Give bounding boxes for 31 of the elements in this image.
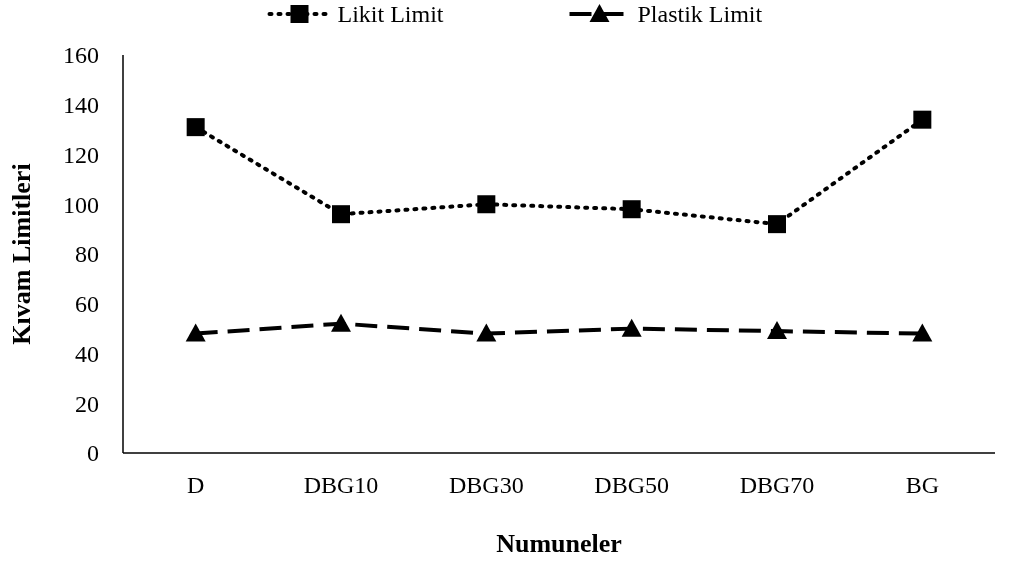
- point: [332, 205, 350, 224]
- y-tick-label: 20: [75, 390, 99, 417]
- x-tick-label: DBG70: [739, 472, 815, 498]
- y-tick-label: 100: [63, 191, 99, 218]
- x-tick-label: DBG30: [449, 472, 524, 498]
- x-tick-label: DBG50: [594, 472, 669, 498]
- point: [912, 323, 933, 342]
- point: [621, 318, 642, 337]
- point: [622, 200, 641, 219]
- point: [331, 313, 351, 332]
- legend-label: Plastik Limit: [637, 1, 763, 27]
- x-tick-label: BG: [905, 472, 940, 498]
- y-tick-label: 40: [75, 340, 99, 367]
- y-tick-label: 0: [87, 440, 99, 467]
- x-tick-label: D: [186, 472, 205, 498]
- y-axis-title: Kıvam Limitleri: [7, 163, 36, 345]
- point: [185, 323, 206, 342]
- point: [913, 110, 932, 129]
- point: [767, 321, 787, 340]
- point: [477, 195, 496, 214]
- point: [768, 215, 786, 234]
- point: [186, 118, 205, 137]
- y-tick-label: 80: [75, 241, 99, 268]
- y-tick-label: 140: [63, 92, 99, 119]
- legend-label: Likit Limit: [337, 1, 444, 27]
- x-tick-label: DBG10: [303, 472, 379, 498]
- y-tick-label: 60: [75, 291, 99, 318]
- y-tick-label: 120: [63, 141, 99, 168]
- y-tick-label: 160: [63, 42, 99, 69]
- x-axis-title: Numuneler: [496, 529, 622, 558]
- point: [476, 323, 497, 342]
